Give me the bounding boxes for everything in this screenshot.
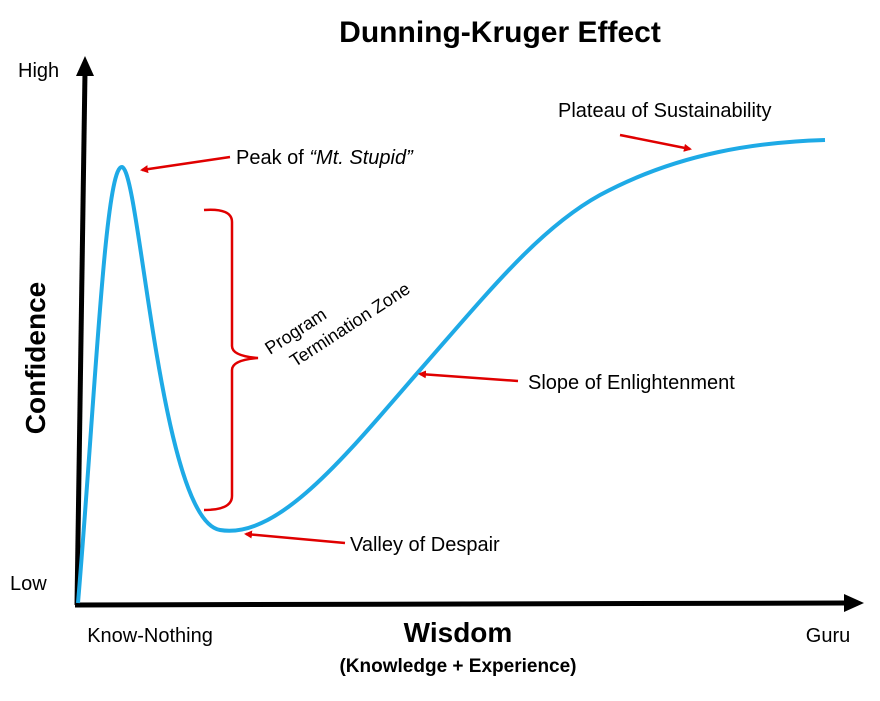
valley-label: Valley of Despair <box>350 534 500 556</box>
peak-text: Peak of <box>236 147 304 169</box>
x-axis <box>74 600 846 608</box>
peak-label: Peak of “Mt. Stupid” <box>236 147 414 169</box>
valley-arrow <box>244 530 346 545</box>
slope-label: Slope of Enlightenment <box>528 372 735 394</box>
x-axis-arrow <box>844 594 864 612</box>
zone-label: Program Termination Zone <box>261 278 413 371</box>
peak-arrow <box>140 155 231 174</box>
plateau-arrow <box>619 133 692 152</box>
brace <box>203 208 259 512</box>
title: Dunning-Kruger Effect <box>339 16 661 49</box>
x-end: Guru <box>806 625 850 647</box>
y-low: Low <box>10 573 47 595</box>
curve <box>76 138 826 604</box>
y-high: High <box>18 60 59 82</box>
slope-arrow <box>418 370 519 383</box>
y-axis-arrow <box>76 56 94 76</box>
x-axis-label: Wisdom <box>404 617 513 648</box>
x-start: Know-Nothing <box>87 625 213 647</box>
plateau-label: Plateau of Sustainability <box>558 100 771 122</box>
y-axis-label: Confidence <box>20 282 51 434</box>
peak-emphasis: “Mt. Stupid” <box>309 147 414 169</box>
y-axis <box>74 71 88 606</box>
x-axis-sublabel: (Knowledge + Experience) <box>339 656 576 677</box>
